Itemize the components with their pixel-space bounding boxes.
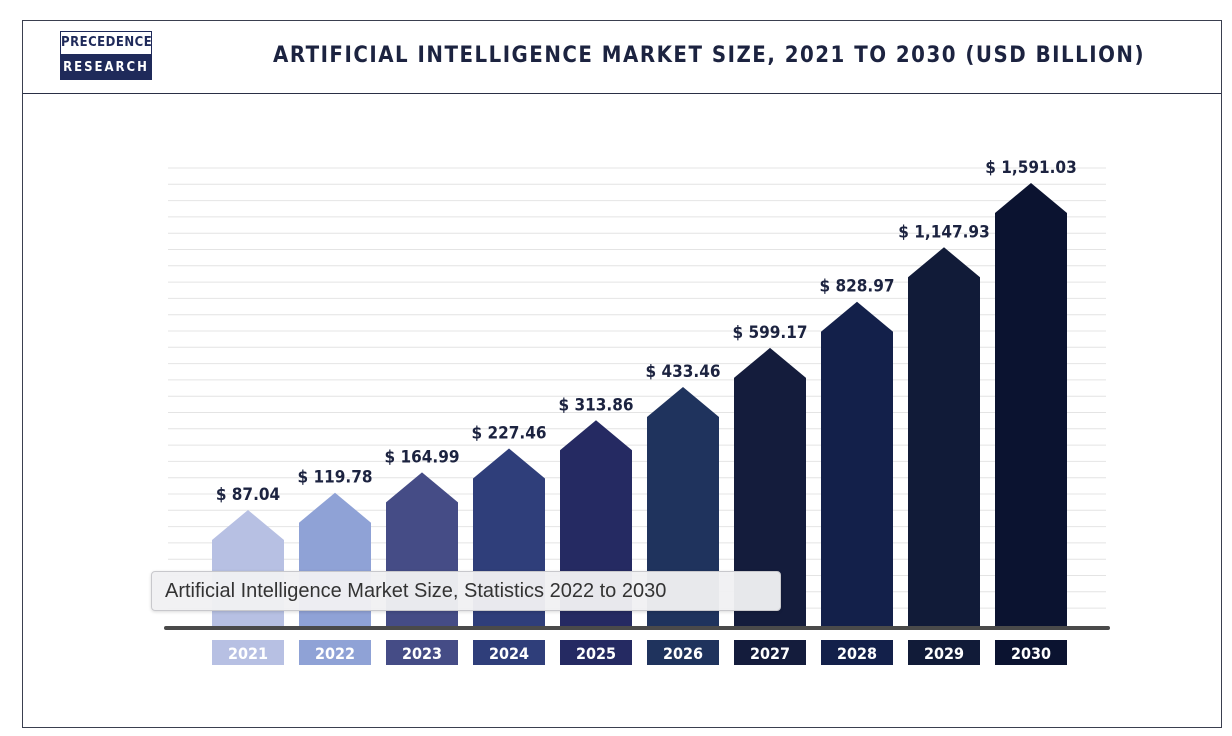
year-tile-2026: [647, 640, 719, 665]
bar-2029: [908, 247, 980, 627]
value-label-2029: $ 1,147.93: [898, 222, 989, 242]
year-label-2027: 2027: [750, 644, 790, 663]
value-label-2023: $ 164.99: [385, 447, 460, 467]
value-label-2027: $ 599.17: [733, 323, 808, 343]
value-label-2028: $ 828.97: [820, 277, 895, 297]
bar-2027: [734, 347, 806, 627]
year-label-2029: 2029: [924, 644, 964, 663]
tooltip: Artificial Intelligence Market Size, Sta…: [151, 571, 781, 611]
year-label-2022: 2022: [315, 644, 355, 663]
logo-top-text: PRECEDENCE: [60, 31, 152, 55]
value-label-2021: $ 87.04: [216, 485, 280, 505]
year-label-2030: 2030: [1011, 644, 1051, 663]
year-tile-2030: [995, 640, 1067, 665]
year-tile-2023: [386, 640, 458, 665]
value-label-2024: $ 227.46: [472, 423, 547, 443]
year-tile-2022: [299, 640, 371, 665]
value-label-2022: $ 119.78: [298, 468, 373, 488]
year-label-2024: 2024: [489, 644, 529, 663]
year-tile-2025: [560, 640, 632, 665]
year-label-2026: 2026: [663, 644, 703, 663]
year-label-2025: 2025: [576, 644, 616, 663]
year-tile-2028: [821, 640, 893, 665]
precedence-research-logo: PRECEDENCE RESEARCH: [60, 31, 152, 81]
bar-2028: [821, 301, 893, 627]
year-label-2023: 2023: [402, 644, 442, 663]
logo-bottom-text: RESEARCH: [60, 55, 152, 80]
year-tile-2029: [908, 640, 980, 665]
year-label-2028: 2028: [837, 644, 877, 663]
year-tile-2024: [473, 640, 545, 665]
chart-header: PRECEDENCE RESEARCH ARTIFICIAL INTELLIGE…: [23, 21, 1221, 94]
value-label-2025: $ 313.86: [559, 395, 634, 415]
year-tile-2021: [212, 640, 284, 665]
value-label-2026: $ 433.46: [646, 362, 721, 382]
chart-title: ARTIFICIAL INTELLIGENCE MARKET SIZE, 202…: [273, 43, 1146, 68]
year-tile-2027: [734, 640, 806, 665]
year-label-2021: 2021: [228, 644, 268, 663]
value-label-2030: $ 1,591.03: [985, 158, 1076, 178]
bar-2026: [647, 387, 719, 627]
bar-2030: [995, 183, 1067, 627]
tooltip-text: Artificial Intelligence Market Size, Sta…: [165, 580, 667, 602]
